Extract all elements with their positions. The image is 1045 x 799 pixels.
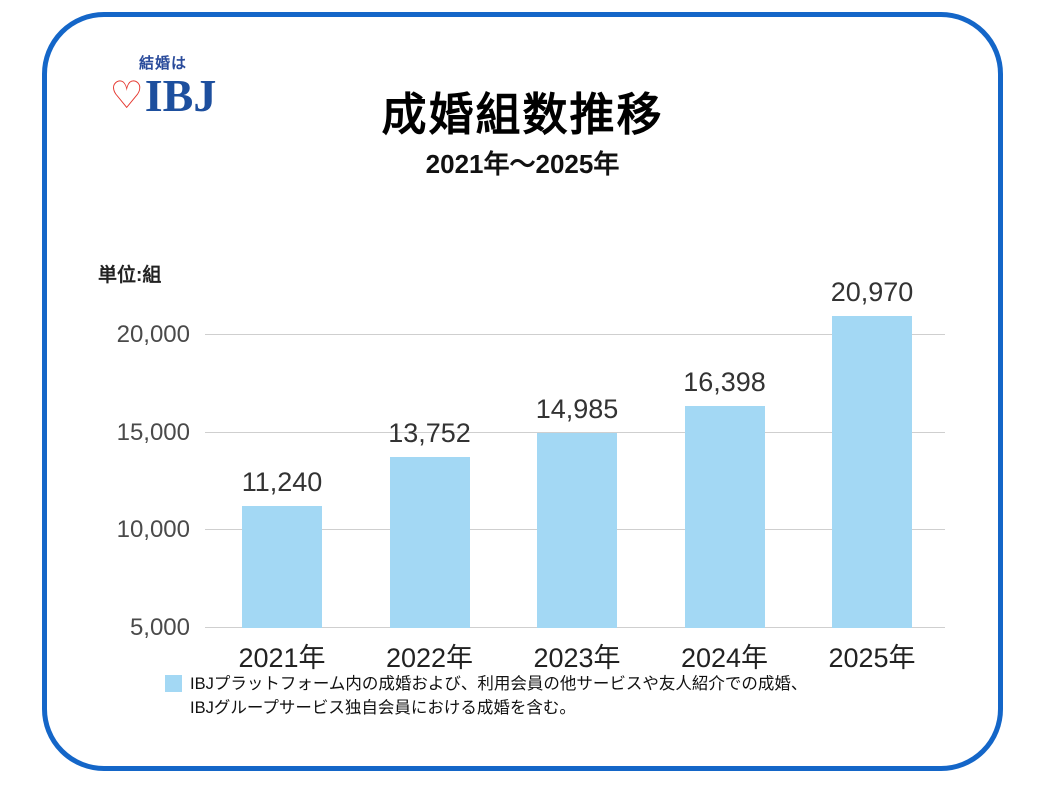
- x-axis-labels: 2021年 2022年 2023年 2024年 2025年: [205, 636, 945, 673]
- y-tick-label: 5,000: [129, 614, 190, 641]
- bar-value-label: 11,240: [241, 467, 323, 498]
- chart-title: 成婚組数推移: [381, 89, 664, 140]
- gridline: [205, 431, 945, 433]
- bar-2022年: [389, 457, 470, 628]
- bar-value-label: 13,752: [388, 418, 471, 449]
- bar-2025年: [832, 316, 912, 628]
- bar-2021年: [242, 506, 322, 628]
- footnote-line1: IBJプラットフォーム内の成婚および、利用会員の他サービスや友人紹介での成婚、: [190, 675, 808, 693]
- unit-label: 単位:組: [98, 265, 162, 286]
- x-tick-label: 2024年: [680, 643, 769, 673]
- legend-swatch: [165, 675, 182, 692]
- ibj-logo: 結婚は ♡ IBJ: [103, 52, 223, 119]
- footnote: IBJプラットフォーム内の成婚および、利用会員の他サービスや友人紹介での成婚、 …: [165, 672, 807, 720]
- y-tick-label: 20,000: [116, 321, 190, 349]
- logo-row: ♡ IBJ: [103, 73, 223, 119]
- plot-area: 11,240 13,752 14,985 16,398 20,970: [205, 277, 945, 628]
- bar-value-label: 16,398: [683, 366, 766, 397]
- bar-2023年: [537, 433, 617, 628]
- x-tick-label: 2022年: [385, 643, 474, 673]
- x-tick-label: 2025年: [828, 643, 916, 673]
- x-tick-label: 2023年: [533, 643, 621, 673]
- y-tick-label: 15,000: [116, 418, 190, 446]
- x-tick-label: 2021年: [238, 643, 326, 673]
- bar-value-label: 20,970: [830, 277, 914, 308]
- footnote-text: IBJプラットフォーム内の成婚および、利用会員の他サービスや友人紹介での成婚、 …: [190, 672, 807, 720]
- logo-tagline: 結婚は: [138, 55, 187, 72]
- y-axis-labels: 5,000 10,000 15,000 20,000: [60, 308, 190, 641]
- chart-subtitle: 2021年～2025年: [425, 149, 620, 179]
- gridline: [205, 334, 945, 336]
- logo-text: IBJ: [144, 70, 217, 121]
- heart-icon: ♡: [109, 75, 144, 117]
- bar-value-label: 14,985: [535, 394, 619, 425]
- y-tick-label: 10,000: [116, 516, 190, 544]
- bar-2024年: [684, 405, 765, 628]
- footnote-line2: IBJグループサービス独自会員における成婚を含む。: [190, 699, 576, 717]
